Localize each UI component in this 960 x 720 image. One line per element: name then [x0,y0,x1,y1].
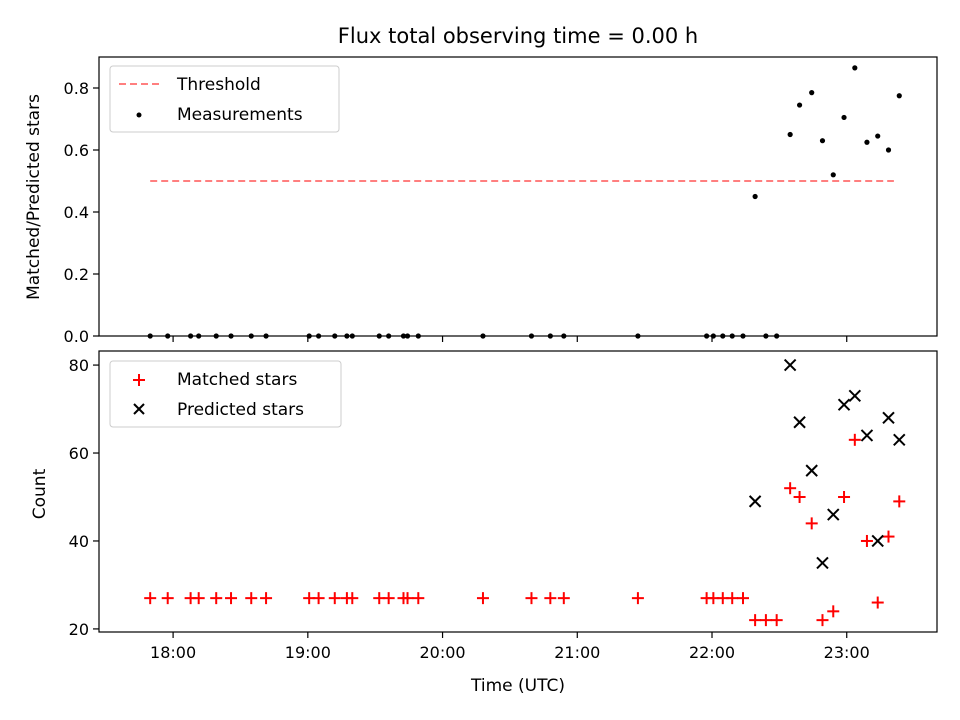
measurement-point [752,193,758,200]
bottom-x-tick-label: 21:00 [554,643,600,662]
predicted-point [837,398,851,411]
predicted-point [793,416,806,429]
bottom-y-tick-label: 20 [69,620,89,639]
bottom-x-tick-label: 19:00 [285,643,331,662]
top-y-tick-label: 0.6 [64,141,89,160]
bottom-x-tick-label: 18:00 [150,643,196,662]
top-y-tick-label: 0.0 [64,327,89,346]
bottom-x-tick-label: 20:00 [419,643,465,662]
predicted-legend-swatch [133,403,145,415]
predicted-point [893,433,906,447]
chart-title: Flux total observing time = 0.00 h [338,24,698,48]
bottom-y-axis-label: Count [30,468,50,519]
measurement-point [875,133,881,139]
matched-point [210,592,223,605]
matched-point [312,592,325,605]
measurement-point [809,90,815,96]
predicted-point [827,508,840,521]
measurement-point [796,102,803,108]
bottom-x-tick-label: 22:00 [689,643,735,662]
matched-point [476,592,489,605]
predicted-point [848,389,862,403]
matched-point [749,614,762,627]
bottom-plot-marks [144,358,906,627]
matched-point [871,596,884,609]
matched-legend-label: Matched stars [177,370,297,390]
measurement-point [864,139,870,145]
matched-point [793,490,806,503]
bottom-legend: Matched stars Predicted stars [109,360,342,428]
bottom-legend-box [109,360,342,428]
matched-point [525,592,538,605]
measurement-point [830,172,836,178]
matched-point [557,592,570,605]
top-y-axis-label: Matched/Predicted stars [24,94,44,300]
predicted-point [805,464,818,477]
bottom-plot-frame [98,350,938,633]
measurement-point [885,147,892,153]
matched-point [260,592,273,605]
bottom-y-tick-label: 80 [69,356,89,375]
matched-point [770,614,783,627]
predicted-point [871,534,884,548]
top-legend: Threshold Measurements [109,65,340,133]
bottom-x-axis-label: Time (UTC) [470,676,565,696]
top-plot-frame [98,56,938,337]
matched-point [848,433,861,446]
top-x-axis [172,336,848,342]
count-panel: Count Time (UTC) 20 40 60 80 18:00 19:00 20:0… [30,350,938,696]
matched-point [631,592,644,605]
predicted-point [882,411,895,425]
top-legend-box [109,65,340,133]
measurement-point [841,114,847,121]
matched-point [412,592,425,605]
matched-point [161,592,174,605]
ratio-panel: Flux total observing time = 0.00 h Match… [24,24,938,346]
matched-point [827,605,840,618]
matched-point [838,490,851,503]
top-y-tick-label: 0.8 [64,79,89,98]
predicted-point [860,429,874,442]
matched-point [860,534,873,547]
predicted-point [816,556,829,570]
matched-point [816,614,829,627]
matched-point [401,592,414,605]
matched-point [882,530,895,543]
bottom-y-tick-label: 40 [69,532,89,551]
matched-point [759,614,772,627]
matched-point [726,592,739,605]
matched-point [245,592,258,605]
measurement-point [787,131,793,138]
matched-point [144,592,157,605]
predicted-point [783,358,797,372]
matched-point [346,592,359,605]
measurement-point [852,65,858,71]
predicted-legend-label: Predicted stars [177,400,304,420]
top-y-axis: 0.0 0.2 0.4 0.6 0.8 [64,79,99,346]
bottom-y-axis: 20 40 60 80 [69,356,99,639]
top-y-tick-label: 0.2 [64,265,89,284]
measurements-legend-swatch [136,112,142,118]
measurement-point [819,138,826,144]
threshold-legend-label: Threshold [176,75,261,95]
bottom-x-axis: 18:00 19:00 20:00 21:00 22:00 23:00 [150,632,870,662]
matched-point [784,482,797,495]
bottom-y-tick-label: 60 [69,444,89,463]
measurement-point [896,93,902,99]
matched-point [805,517,818,530]
matched-point [736,592,749,605]
matched-point [893,495,906,508]
top-y-tick-label: 0.4 [64,203,89,222]
bottom-x-tick-label: 23:00 [824,643,870,662]
measurements-legend-label: Measurements [177,105,303,125]
matched-point [328,592,341,605]
matched-point [225,592,238,605]
predicted-point [748,495,762,508]
matched-legend-swatch [133,374,145,386]
matched-point [192,592,205,605]
matched-point [544,592,557,605]
matched-point [382,592,395,605]
